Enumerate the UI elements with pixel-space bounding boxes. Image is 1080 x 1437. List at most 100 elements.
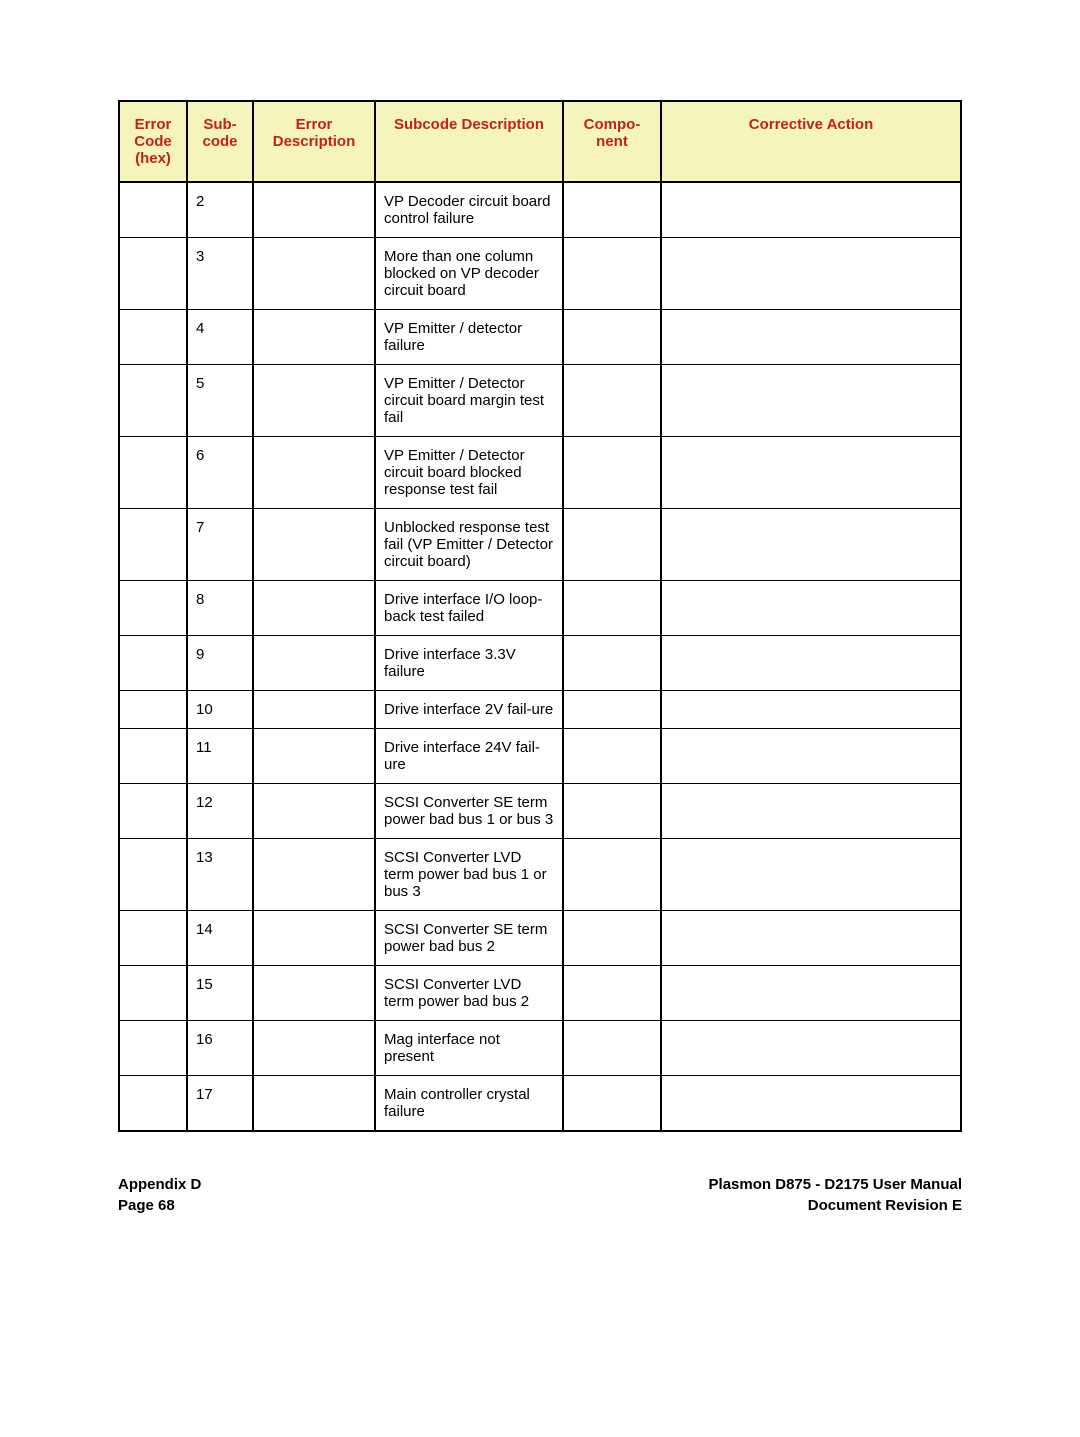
cell-component: [563, 238, 661, 310]
table-row: 8 Drive interface I/O loop-back test fail…: [119, 581, 961, 636]
table-body: 2VP Decoder circuit board control failur…: [119, 182, 961, 1131]
cell-subcode: 2: [187, 182, 253, 238]
table-row: 9 Drive interface 3.3V failure: [119, 636, 961, 691]
cell-component: [563, 729, 661, 784]
col-header-subcode: Sub-code: [187, 101, 253, 182]
table-row: 6 VP Emitter / Detector circuit board blo…: [119, 437, 961, 509]
cell-err-desc: [253, 1021, 375, 1076]
cell-sub-desc: Drive interface 24V fail-ure: [375, 729, 563, 784]
cell-subcode: 11: [187, 729, 253, 784]
cell-action: [661, 911, 961, 966]
footer-appendix: Appendix D: [118, 1174, 201, 1195]
cell-component: [563, 182, 661, 238]
cell-component: [563, 1076, 661, 1132]
cell-action: [661, 365, 961, 437]
cell-err-desc: [253, 581, 375, 636]
cell-component: [563, 1021, 661, 1076]
document-page: Error Code (hex) Sub-code Error Descript…: [0, 0, 1080, 1276]
cell-component: [563, 365, 661, 437]
cell-error-code: [119, 1076, 187, 1132]
cell-subcode: 7: [187, 509, 253, 581]
cell-error-code: [119, 1021, 187, 1076]
cell-action: [661, 238, 961, 310]
cell-component: [563, 784, 661, 839]
cell-err-desc: [253, 1076, 375, 1132]
cell-component: [563, 636, 661, 691]
cell-error-code: [119, 911, 187, 966]
cell-err-desc: [253, 636, 375, 691]
cell-error-code: [119, 691, 187, 729]
cell-action: [661, 509, 961, 581]
cell-err-desc: [253, 729, 375, 784]
cell-action: [661, 182, 961, 238]
cell-err-desc: [253, 437, 375, 509]
cell-error-code: [119, 966, 187, 1021]
cell-subcode: 6: [187, 437, 253, 509]
cell-subcode: 5: [187, 365, 253, 437]
table-row: 14SCSI Converter SE term power bad bus 2: [119, 911, 961, 966]
cell-err-desc: [253, 966, 375, 1021]
cell-subcode: 17: [187, 1076, 253, 1132]
cell-error-code: [119, 509, 187, 581]
cell-sub-desc: SCSI Converter LVD term power bad bus 1 …: [375, 839, 563, 911]
cell-component: [563, 437, 661, 509]
col-header-error-desc: Error Description: [253, 101, 375, 182]
cell-sub-desc: Unblocked response test fail (VP Emitter…: [375, 509, 563, 581]
cell-action: [661, 839, 961, 911]
page-footer: Appendix D Page 68 Plasmon D875 - D2175 …: [118, 1174, 962, 1216]
cell-err-desc: [253, 310, 375, 365]
table-row: 3More than one column blocked on VP deco…: [119, 238, 961, 310]
table-row: 13SCSI Converter LVD term power bad bus …: [119, 839, 961, 911]
table-row: 2VP Decoder circuit board control failur…: [119, 182, 961, 238]
cell-component: [563, 966, 661, 1021]
cell-sub-desc: Drive interface 2V fail-ure: [375, 691, 563, 729]
col-header-component: Compo-nent: [563, 101, 661, 182]
cell-component: [563, 509, 661, 581]
cell-err-desc: [253, 238, 375, 310]
cell-err-desc: [253, 182, 375, 238]
cell-action: [661, 691, 961, 729]
cell-err-desc: [253, 911, 375, 966]
cell-err-desc: [253, 509, 375, 581]
cell-action: [661, 1076, 961, 1132]
footer-right: Plasmon D875 - D2175 User Manual Documen…: [709, 1174, 962, 1216]
error-code-table: Error Code (hex) Sub-code Error Descript…: [118, 100, 962, 1132]
cell-sub-desc: More than one column blocked on VP decod…: [375, 238, 563, 310]
cell-subcode: 4: [187, 310, 253, 365]
cell-sub-desc: Mag interface not present: [375, 1021, 563, 1076]
cell-subcode: 8: [187, 581, 253, 636]
cell-error-code: [119, 729, 187, 784]
cell-error-code: [119, 182, 187, 238]
cell-err-desc: [253, 365, 375, 437]
cell-err-desc: [253, 784, 375, 839]
table-row: 12SCSI Converter SE term power bad bus 1…: [119, 784, 961, 839]
cell-component: [563, 310, 661, 365]
cell-action: [661, 437, 961, 509]
cell-subcode: 9: [187, 636, 253, 691]
cell-error-code: [119, 839, 187, 911]
cell-sub-desc: VP Emitter / Detector circuit board marg…: [375, 365, 563, 437]
cell-error-code: [119, 310, 187, 365]
cell-sub-desc: Drive interface I/O loop-back test faile…: [375, 581, 563, 636]
cell-action: [661, 310, 961, 365]
cell-error-code: [119, 581, 187, 636]
cell-subcode: 16: [187, 1021, 253, 1076]
cell-action: [661, 784, 961, 839]
cell-action: [661, 1021, 961, 1076]
cell-component: [563, 911, 661, 966]
cell-component: [563, 581, 661, 636]
table-row: 5 VP Emitter / Detector circuit board mar…: [119, 365, 961, 437]
cell-sub-desc: VP Emitter / detector failure: [375, 310, 563, 365]
cell-sub-desc: Drive interface 3.3V failure: [375, 636, 563, 691]
cell-sub-desc: SCSI Converter SE term power bad bus 1 o…: [375, 784, 563, 839]
cell-component: [563, 839, 661, 911]
cell-sub-desc: VP Emitter / Detector circuit board bloc…: [375, 437, 563, 509]
table-header-row: Error Code (hex) Sub-code Error Descript…: [119, 101, 961, 182]
cell-component: [563, 691, 661, 729]
table-row: 17Main controller crystal failure: [119, 1076, 961, 1132]
cell-error-code: [119, 636, 187, 691]
cell-error-code: [119, 784, 187, 839]
table-row: 7 Unblocked response test fail (VP Emitte…: [119, 509, 961, 581]
footer-page-number: Page 68: [118, 1195, 201, 1216]
table-row: 4 VP Emitter / detector failure: [119, 310, 961, 365]
